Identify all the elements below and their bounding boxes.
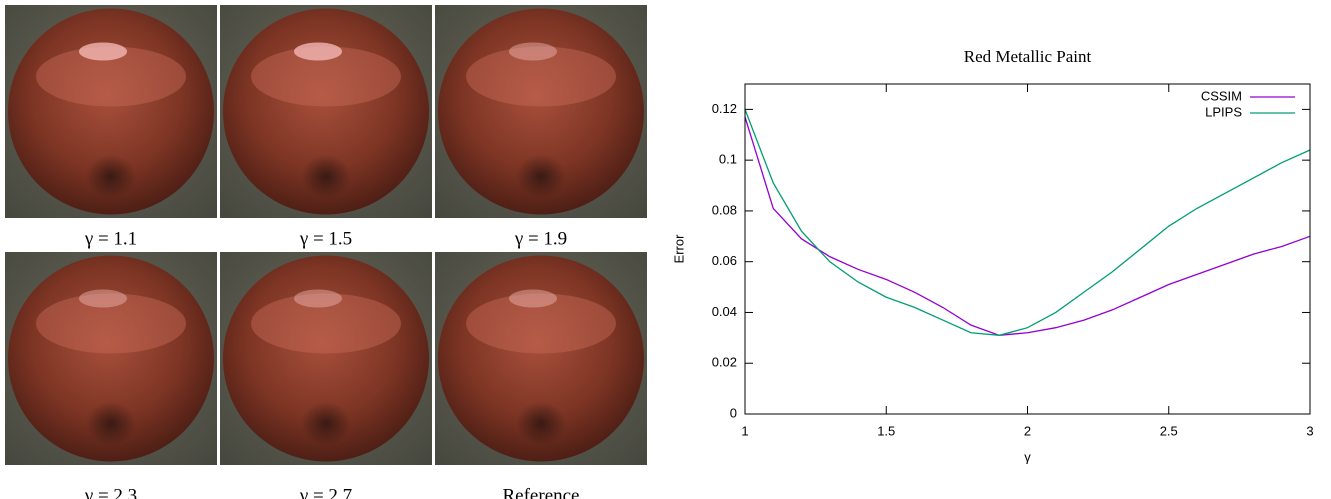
sphere	[223, 8, 429, 215]
chart-title: Red Metallic Paint	[964, 47, 1092, 66]
y-axis-label: Error	[671, 234, 686, 264]
sphere-highlight	[509, 289, 557, 308]
render-tile: γ = 1.1	[5, 5, 217, 249]
legend-label: LPIPS	[1205, 104, 1242, 119]
sphere-reflection	[251, 46, 401, 107]
y-tick-label: 0.02	[712, 355, 737, 370]
series-line	[744, 116, 1311, 336]
sphere-shadow	[516, 401, 566, 446]
legend-label: CSSIM	[1201, 88, 1242, 103]
y-tick-label: 0.12	[712, 101, 737, 116]
sphere-reflection	[466, 293, 616, 354]
sphere-highlight	[79, 289, 127, 308]
x-axis-label: γ	[1024, 449, 1031, 464]
render-tile: Reference	[435, 252, 647, 499]
sphere-highlight	[509, 42, 557, 61]
sphere-reflection	[466, 46, 616, 107]
plot-frame	[744, 83, 1311, 415]
chart: Red Metallic Paint Error γ 0 0.02 0.04 0.06 0.0…	[671, 47, 1313, 465]
x-tick-label: 1	[741, 423, 748, 438]
x-tick-label: 1.5	[877, 423, 895, 438]
sphere-shadow	[301, 401, 351, 446]
x-tick-label: 3	[1306, 423, 1313, 438]
sphere-shadow	[301, 154, 351, 199]
sphere	[8, 255, 214, 462]
caption: γ = 1.9	[514, 228, 567, 249]
y-tick-label: 0.04	[712, 304, 737, 319]
render-tile: γ = 1.9	[435, 5, 647, 249]
sphere	[438, 8, 644, 215]
caption: Reference	[503, 485, 580, 499]
caption: γ = 1.5	[299, 228, 352, 249]
caption: γ = 2.7	[299, 485, 352, 499]
sphere-reflection	[36, 293, 186, 354]
y-tick-label: 0	[730, 405, 737, 420]
series-line	[744, 109, 1311, 336]
y-tick-label: 0.08	[712, 202, 737, 217]
caption: γ = 2.3	[84, 485, 137, 499]
sphere-shadow	[86, 401, 136, 446]
sphere-shadow	[516, 154, 566, 199]
render-tile: γ = 2.3	[5, 252, 217, 499]
sphere-highlight	[294, 42, 342, 61]
sphere	[223, 255, 429, 462]
sphere	[438, 255, 644, 462]
y-tick-label: 0.1	[719, 152, 737, 167]
sphere	[8, 8, 214, 215]
sphere-reflection	[36, 46, 186, 107]
x-tick-label: 2.5	[1160, 423, 1178, 438]
x-tick-label: 2	[1024, 423, 1031, 438]
caption: γ = 1.1	[84, 228, 137, 249]
sphere-highlight	[294, 289, 342, 308]
render-tile: γ = 2.7	[220, 252, 432, 499]
sphere-reflection	[251, 293, 401, 354]
image-grid: γ = 1.1 γ = 1.5 γ = 1.9 γ = 2.3 γ = 2.7 Refer…	[5, 5, 647, 499]
y-tick-label: 0.06	[712, 253, 737, 268]
render-tile: γ = 1.5	[220, 5, 432, 249]
sphere-shadow	[86, 154, 136, 199]
sphere-highlight	[79, 42, 127, 61]
